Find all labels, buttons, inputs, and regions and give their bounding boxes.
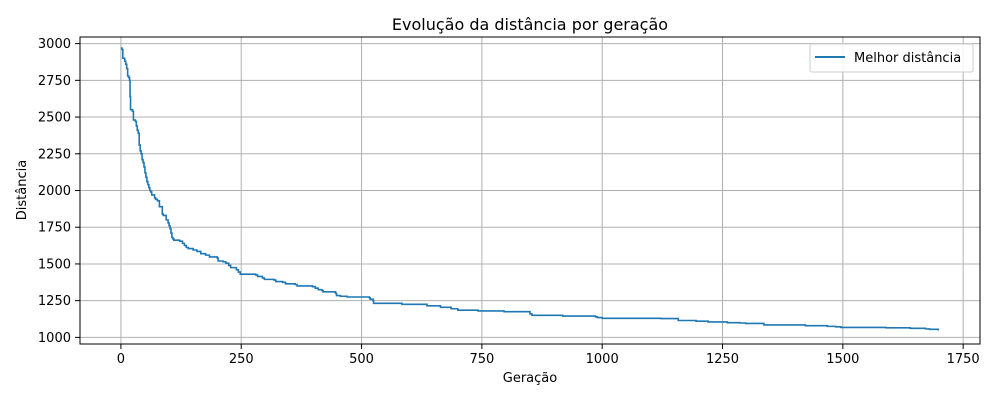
x-tick-label: 1000 bbox=[586, 352, 619, 367]
y-tick-label: 1250 bbox=[38, 294, 71, 309]
y-tick-label: 2500 bbox=[38, 111, 71, 126]
legend: Melhor distância bbox=[809, 43, 974, 73]
plot-frame bbox=[79, 36, 981, 345]
y-tick-label: 2000 bbox=[38, 184, 71, 199]
y-tick-label: 1000 bbox=[38, 331, 71, 346]
grid-lines bbox=[80, 37, 980, 344]
x-tick-label: 1750 bbox=[947, 352, 980, 367]
x-tick-label: 0 bbox=[117, 352, 125, 367]
series-group bbox=[120, 47, 940, 331]
legend-label: Melhor distância bbox=[854, 51, 961, 66]
x-axis-label: Geração bbox=[503, 371, 557, 386]
y-tick-label: 2750 bbox=[38, 74, 71, 89]
x-tick-label: 1250 bbox=[706, 352, 739, 367]
x-tick-label: 1500 bbox=[826, 352, 859, 367]
y-tick-label: 3000 bbox=[38, 37, 71, 52]
y-tick-label: 1500 bbox=[38, 257, 71, 272]
y-tick-label: 2250 bbox=[38, 147, 71, 162]
y-tick-label: 1750 bbox=[38, 221, 71, 236]
x-tick-label: 750 bbox=[469, 352, 494, 367]
y-axis-label: Distância bbox=[15, 160, 30, 220]
legend-box bbox=[809, 43, 974, 73]
x-axis-ticks: 0 250 500 750 1000 1250 1500 1750 bbox=[117, 344, 980, 367]
y-axis-ticks: 1000 1250 1500 1750 2000 2250 2500 2750 3000 bbox=[38, 37, 80, 346]
chart-title: Evolução da distância por geração bbox=[392, 15, 668, 34]
series-line-melhor-distancia bbox=[120, 47, 940, 331]
x-tick-label: 250 bbox=[229, 352, 254, 367]
x-tick-label: 500 bbox=[349, 352, 374, 367]
